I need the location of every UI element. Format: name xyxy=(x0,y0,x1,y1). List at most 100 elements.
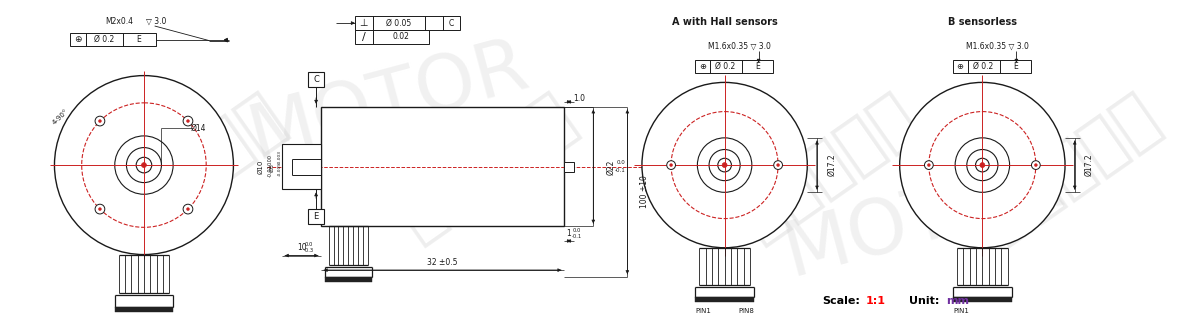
Text: E: E xyxy=(314,212,319,221)
Circle shape xyxy=(975,158,989,172)
Circle shape xyxy=(967,150,998,181)
Bar xyxy=(696,60,774,73)
Text: Ø14: Ø14 xyxy=(191,124,206,133)
Text: 10: 10 xyxy=(296,243,307,252)
Circle shape xyxy=(928,164,930,167)
Text: 万至达电机: 万至达电机 xyxy=(969,81,1171,249)
Text: M1.6x0.35 ▽ 3.0: M1.6x0.35 ▽ 3.0 xyxy=(966,42,1029,51)
Bar xyxy=(321,107,564,226)
Text: /: / xyxy=(361,32,366,42)
Bar xyxy=(70,33,155,46)
Circle shape xyxy=(184,116,193,126)
Circle shape xyxy=(127,148,161,182)
Text: B sensorless: B sensorless xyxy=(948,17,1017,27)
Circle shape xyxy=(184,204,193,214)
Bar xyxy=(564,162,574,172)
Circle shape xyxy=(642,82,807,248)
Text: C: C xyxy=(313,75,319,84)
Text: Ø 0.05: Ø 0.05 xyxy=(386,18,411,28)
Text: ⊥: ⊥ xyxy=(359,18,369,28)
Circle shape xyxy=(667,161,675,169)
Circle shape xyxy=(98,120,102,123)
Text: E: E xyxy=(755,62,760,71)
Text: Ø 0.2: Ø 0.2 xyxy=(973,62,993,71)
Text: M2x0.4: M2x0.4 xyxy=(105,17,133,26)
Circle shape xyxy=(141,163,147,168)
Circle shape xyxy=(95,116,104,126)
Text: E: E xyxy=(136,35,141,44)
Bar xyxy=(115,307,173,312)
Text: Ø17.2: Ø17.2 xyxy=(827,154,837,176)
Bar xyxy=(356,30,429,43)
Bar xyxy=(953,60,1031,73)
Circle shape xyxy=(1035,164,1037,167)
Text: 1:1: 1:1 xyxy=(866,296,885,306)
Circle shape xyxy=(186,208,190,211)
Circle shape xyxy=(924,161,934,169)
Text: mm: mm xyxy=(947,296,969,306)
Text: 1: 1 xyxy=(566,229,571,238)
Circle shape xyxy=(95,204,104,214)
Text: PIN1: PIN1 xyxy=(696,308,711,314)
Circle shape xyxy=(1031,161,1040,169)
Text: Ø3: Ø3 xyxy=(270,163,275,171)
Text: Ø 0.2: Ø 0.2 xyxy=(716,62,736,71)
Text: A with Hall sensors: A with Hall sensors xyxy=(672,17,777,27)
Circle shape xyxy=(899,82,1065,248)
Circle shape xyxy=(698,138,751,192)
Circle shape xyxy=(955,138,1010,192)
Bar xyxy=(953,297,1012,302)
Text: 32 ±0.5: 32 ±0.5 xyxy=(428,258,457,267)
Text: C: C xyxy=(449,18,454,28)
Text: ⊕: ⊕ xyxy=(956,62,963,71)
Text: 0.0: 0.0 xyxy=(305,242,314,247)
Bar xyxy=(696,297,754,302)
Bar xyxy=(356,16,460,30)
Text: M1.6x0.35 ▽ 3.0: M1.6x0.35 ▽ 3.0 xyxy=(707,42,770,51)
Text: 0.0: 0.0 xyxy=(572,228,581,233)
Circle shape xyxy=(776,164,780,167)
Text: PIN1: PIN1 xyxy=(953,308,969,314)
Text: -0.1: -0.1 xyxy=(571,234,582,239)
Text: -0.003: -0.003 xyxy=(278,150,282,164)
Text: ⊕: ⊕ xyxy=(699,62,706,71)
Text: Ø22: Ø22 xyxy=(607,159,615,175)
Text: 4-90°: 4-90° xyxy=(51,108,70,125)
Circle shape xyxy=(718,158,731,172)
Text: 0.02: 0.02 xyxy=(392,32,409,41)
Text: 万至达电机: 万至达电机 xyxy=(94,81,295,249)
Circle shape xyxy=(136,157,152,173)
Text: -0.009: -0.009 xyxy=(278,162,282,176)
Bar xyxy=(308,209,324,224)
Circle shape xyxy=(980,163,985,168)
Text: 万至达电机: 万至达电机 xyxy=(385,81,587,249)
Text: MOTOR: MOTOR xyxy=(242,29,537,175)
Bar xyxy=(308,72,324,87)
Text: -0.3: -0.3 xyxy=(305,248,314,253)
Circle shape xyxy=(186,120,190,123)
Text: Ø17.2: Ø17.2 xyxy=(1084,154,1094,176)
Circle shape xyxy=(709,150,741,181)
Text: ▽ 3.0: ▽ 3.0 xyxy=(146,17,166,26)
Text: E: E xyxy=(1013,62,1018,71)
Text: Ø 0.2: Ø 0.2 xyxy=(94,35,114,44)
Circle shape xyxy=(670,164,673,167)
Circle shape xyxy=(774,161,782,169)
Text: Unit:: Unit: xyxy=(909,296,940,306)
Bar xyxy=(325,277,372,282)
Text: 100 ±10: 100 ±10 xyxy=(640,175,649,208)
Text: 万至达电机: 万至达电机 xyxy=(726,81,928,249)
Text: Ø10: Ø10 xyxy=(257,160,264,174)
Circle shape xyxy=(722,163,728,168)
Text: 1.0: 1.0 xyxy=(572,94,584,103)
Text: -0.02: -0.02 xyxy=(268,165,273,177)
Text: PIN8: PIN8 xyxy=(738,308,754,314)
Text: MOTOR: MOTOR xyxy=(776,146,1071,291)
Bar xyxy=(282,144,321,190)
Circle shape xyxy=(98,208,102,211)
Circle shape xyxy=(55,76,233,255)
Text: -0.1: -0.1 xyxy=(615,168,626,173)
Text: ⊕: ⊕ xyxy=(73,35,82,44)
Text: 0.00: 0.00 xyxy=(268,154,273,165)
Text: Scale:: Scale: xyxy=(822,296,860,306)
